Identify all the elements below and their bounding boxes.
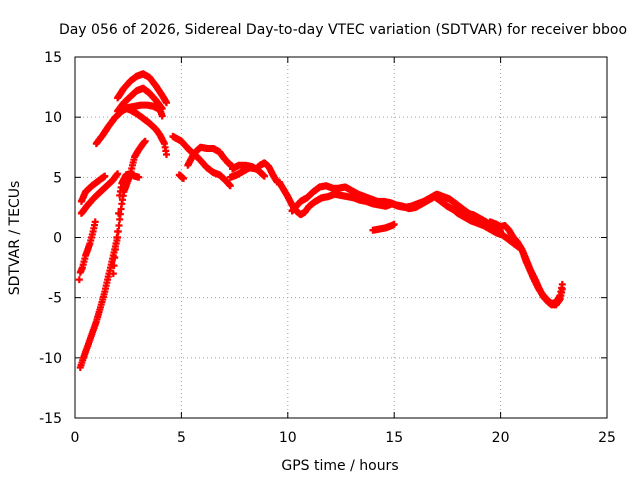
series-track-g [114, 84, 166, 115]
y-tick-labels: -15 -10 -5 0 5 10 15 [39, 50, 62, 427]
series-marks [114, 70, 170, 107]
series-marks [226, 159, 281, 186]
series-marks [114, 84, 166, 115]
y-tick-label: 15 [44, 50, 62, 66]
series-marks [77, 172, 109, 205]
y-tick-label: -15 [39, 411, 62, 427]
series-marks [184, 143, 236, 170]
series-marks [288, 182, 490, 226]
data-marks [75, 70, 566, 371]
series-marks [109, 170, 143, 278]
series-marks [175, 171, 187, 182]
axis-ticks [74, 56, 608, 419]
x-tick-label: 15 [385, 430, 403, 446]
x-tick-label: 10 [279, 430, 297, 446]
series-marks [75, 218, 99, 284]
series-marks [450, 206, 566, 309]
y-tick-label: 0 [53, 231, 62, 247]
x-tick-label: 5 [177, 430, 186, 446]
grid-lines [75, 57, 607, 418]
series-track-r [450, 206, 566, 309]
x-tick-label: 0 [71, 430, 80, 446]
series-track-i [120, 104, 170, 158]
x-tick-labels: 0 5 10 15 20 25 [71, 430, 616, 446]
x-axis-label: GPS time / hours [281, 458, 398, 474]
series-track-p [288, 182, 490, 226]
y-tick-label: -10 [39, 351, 62, 367]
x-tick-label: 20 [492, 430, 510, 446]
series-track-n [229, 161, 268, 180]
series-track-k [184, 143, 236, 170]
series-track-d [77, 170, 122, 217]
series-marks [486, 218, 566, 308]
series-marks [120, 104, 170, 158]
series-track-l [175, 171, 187, 182]
x-tick-label: 25 [598, 430, 616, 446]
series-track-b [109, 170, 143, 278]
series-track-m [226, 159, 281, 186]
series-marks [369, 220, 398, 234]
chart-title: Day 056 of 2026, Sidereal Day-to-day VTE… [59, 22, 627, 38]
y-tick-label: 10 [44, 110, 62, 126]
series-track-q [369, 220, 398, 234]
series-track-s [486, 218, 566, 308]
series-track-c [75, 218, 99, 284]
y-axis-label: SDTVAR / TECUs [7, 181, 23, 296]
y-tick-label: 5 [53, 170, 62, 186]
series-track-h [114, 70, 170, 107]
series-marks [77, 170, 122, 217]
y-tick-label: -5 [48, 291, 62, 307]
series-track-e [77, 172, 109, 205]
series-marks [229, 161, 268, 180]
